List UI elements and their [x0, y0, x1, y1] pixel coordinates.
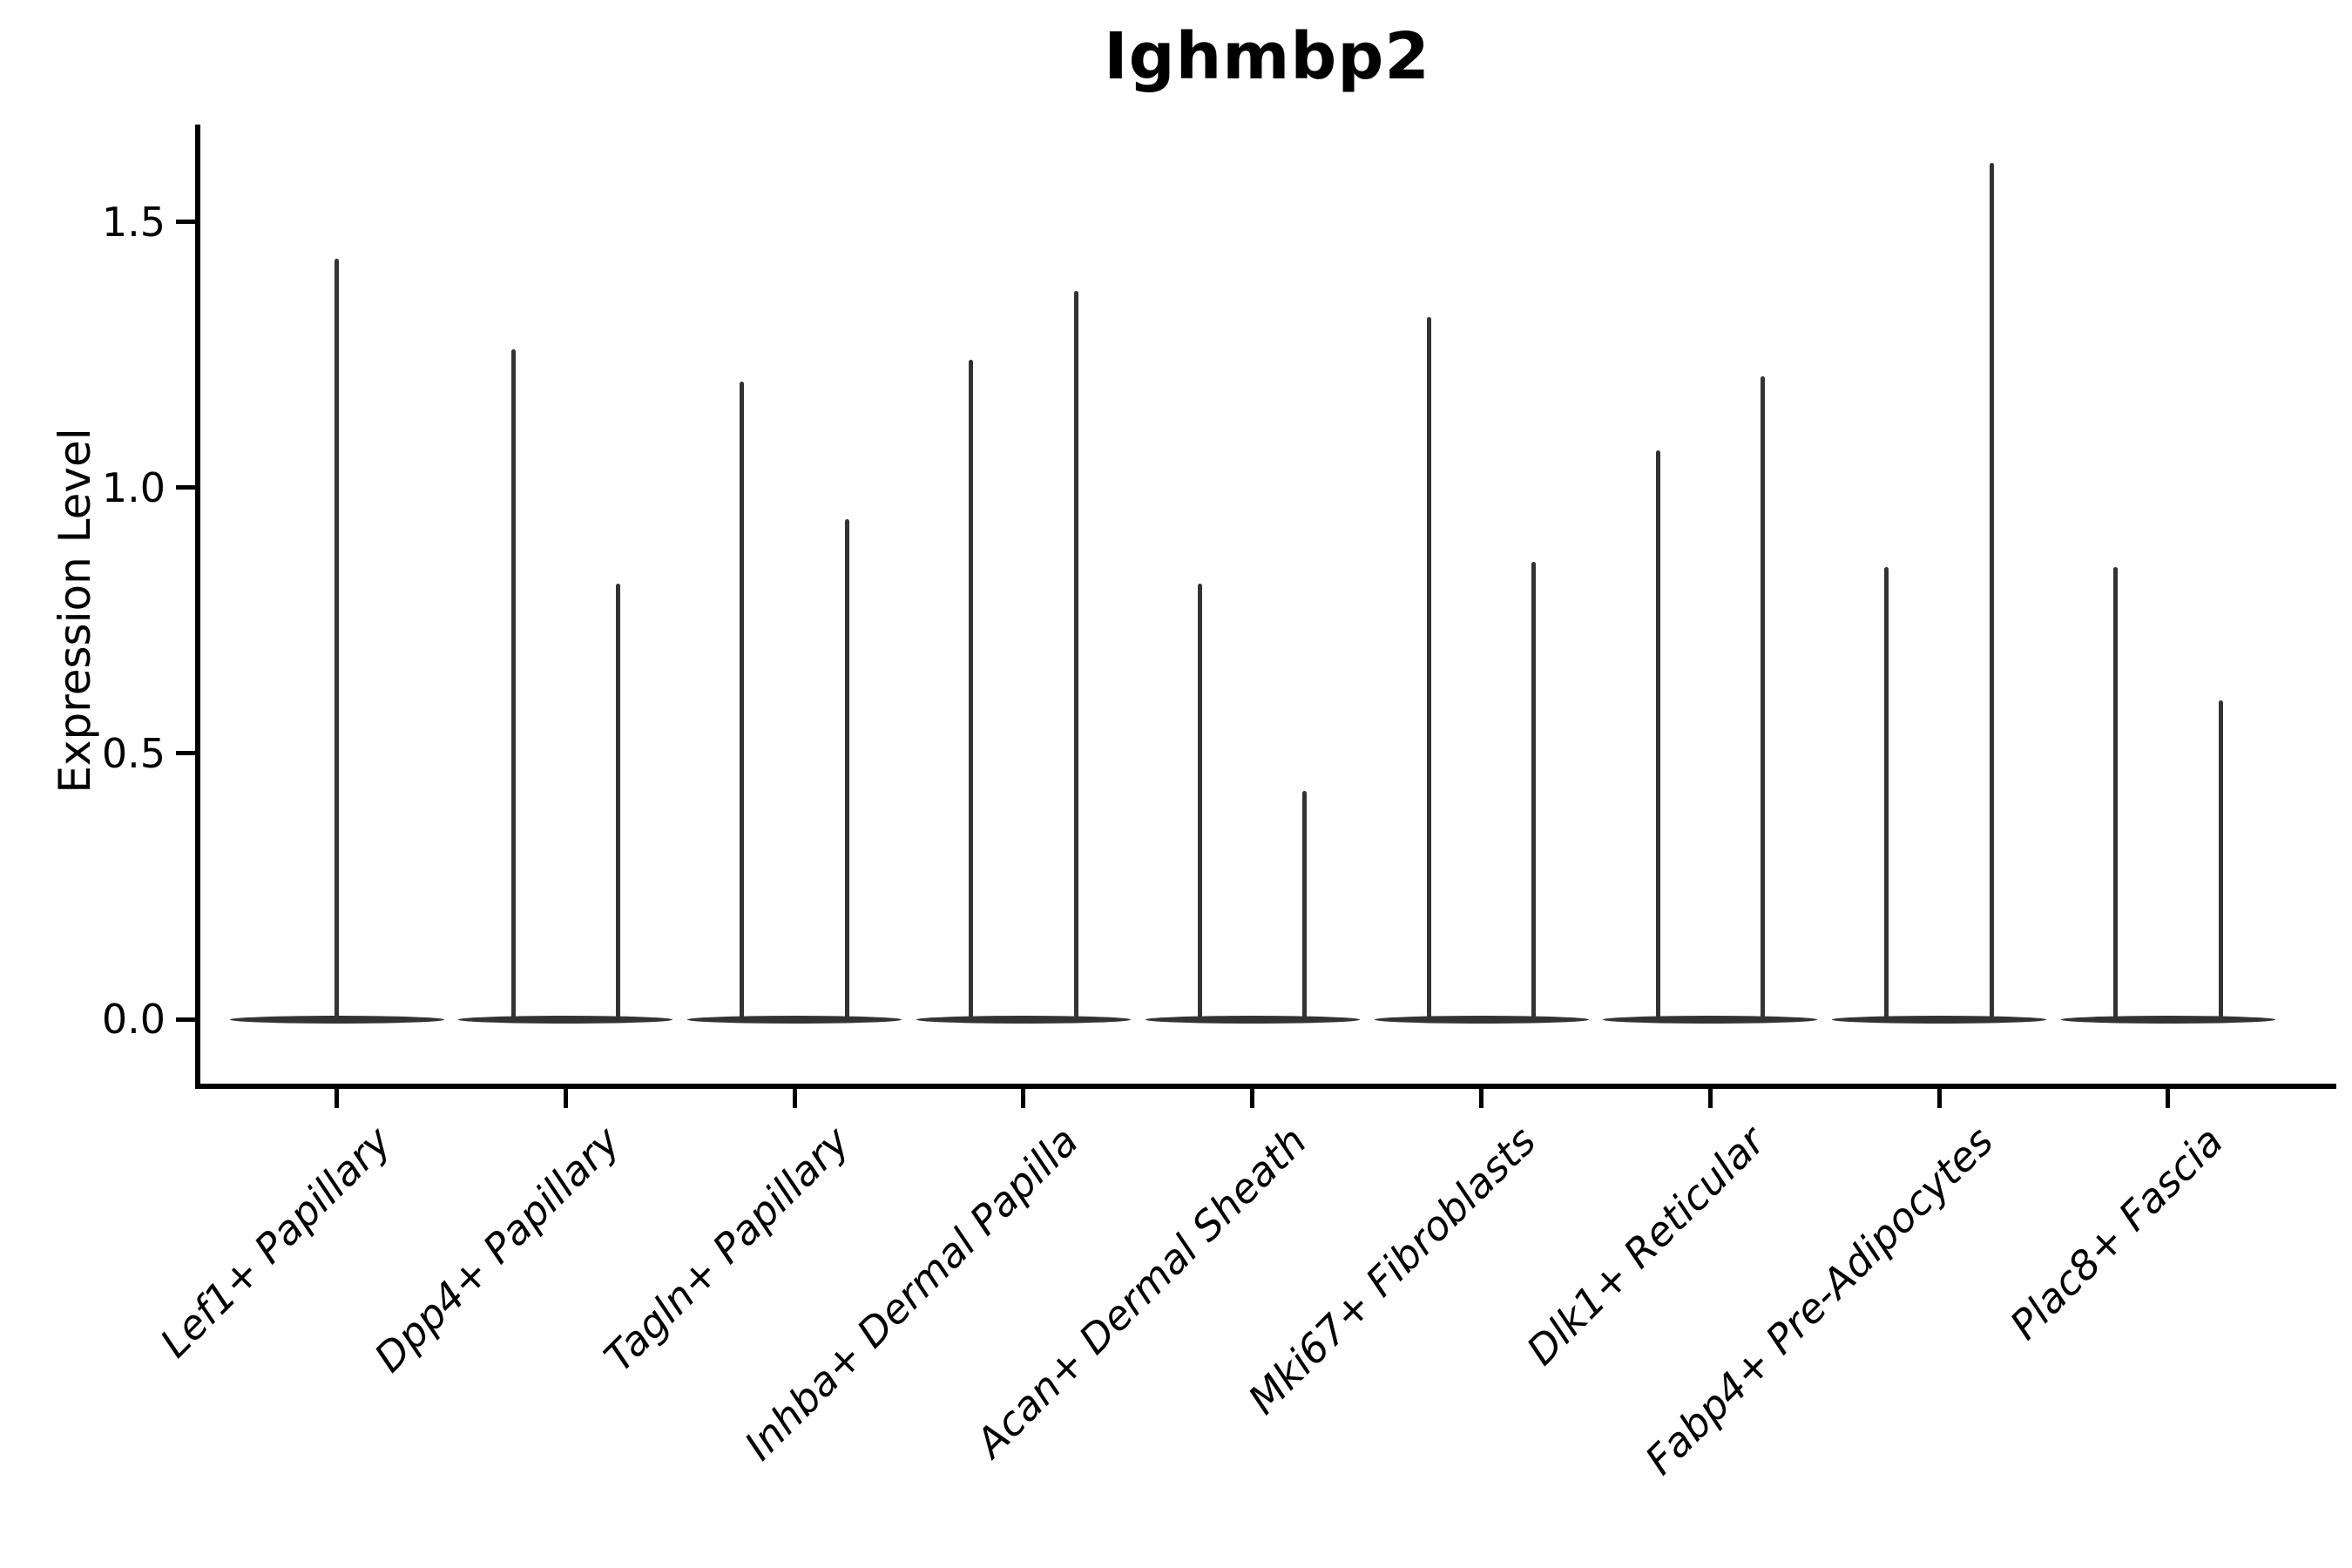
x-tick-label: Lef1+ Papillary	[151, 1117, 401, 1367]
x-tick-mark	[1021, 1089, 1026, 1108]
violin-spike	[616, 583, 620, 1019]
violin-spike	[510, 349, 516, 1019]
violin-base	[916, 1015, 1131, 1024]
violin-spike	[1426, 317, 1431, 1019]
violin-spike	[335, 259, 339, 1019]
violin-spike	[1531, 562, 1537, 1019]
x-tick-mark	[2166, 1089, 2171, 1108]
x-tick-mark	[563, 1089, 568, 1108]
y-tick-mark	[176, 751, 195, 756]
violin-base	[1832, 1015, 2047, 1024]
violin-base	[687, 1015, 902, 1024]
x-tick-label: Dlk1+ Reticular	[1517, 1117, 1774, 1375]
y-axis-line	[195, 125, 200, 1089]
y-tick-mark	[176, 220, 195, 225]
violin-base	[1374, 1015, 1589, 1024]
y-tick-label: 1.0	[101, 463, 166, 511]
violin-spike	[1655, 449, 1660, 1019]
y-tick-mark	[176, 485, 195, 490]
violin-spike	[740, 381, 745, 1019]
x-tick-label: Tagln+ Papillary	[594, 1117, 859, 1382]
violin-spike	[2113, 567, 2119, 1019]
violin-base	[458, 1015, 673, 1024]
violin-spike	[1761, 375, 1765, 1019]
x-tick-label: Plac8+ Fascia	[2000, 1117, 2232, 1349]
violin-spike	[1073, 290, 1078, 1019]
y-axis-label: Expression Level	[50, 428, 100, 794]
x-tick-mark	[1250, 1089, 1255, 1108]
violin-spike	[2218, 700, 2223, 1019]
violin-spike	[1884, 567, 1889, 1019]
violin-base	[2060, 1015, 2275, 1024]
y-tick-mark	[176, 1017, 195, 1022]
x-tick-label: Dpp4+ Papillary	[365, 1117, 630, 1382]
x-axis-line	[195, 1084, 2336, 1089]
x-tick-mark	[1936, 1089, 1942, 1108]
violin-spike	[969, 360, 974, 1019]
x-tick-mark	[335, 1089, 339, 1108]
x-tick-mark	[792, 1089, 797, 1108]
y-tick-label: 1.5	[101, 198, 166, 246]
plot-title: Ighmbp2	[1104, 19, 1430, 94]
x-tick-mark	[1707, 1089, 1713, 1108]
violin-spike	[844, 519, 849, 1019]
violin-base	[1603, 1015, 1818, 1024]
violin-spike	[1302, 790, 1308, 1019]
violin-spike	[1198, 583, 1202, 1019]
violin-base	[229, 1015, 444, 1024]
x-tick-mark	[1479, 1089, 1484, 1108]
y-tick-label: 0.0	[101, 996, 166, 1043]
violin-spike	[1989, 163, 1994, 1019]
y-tick-label: 0.5	[101, 729, 166, 777]
violin-base	[1145, 1015, 1360, 1024]
